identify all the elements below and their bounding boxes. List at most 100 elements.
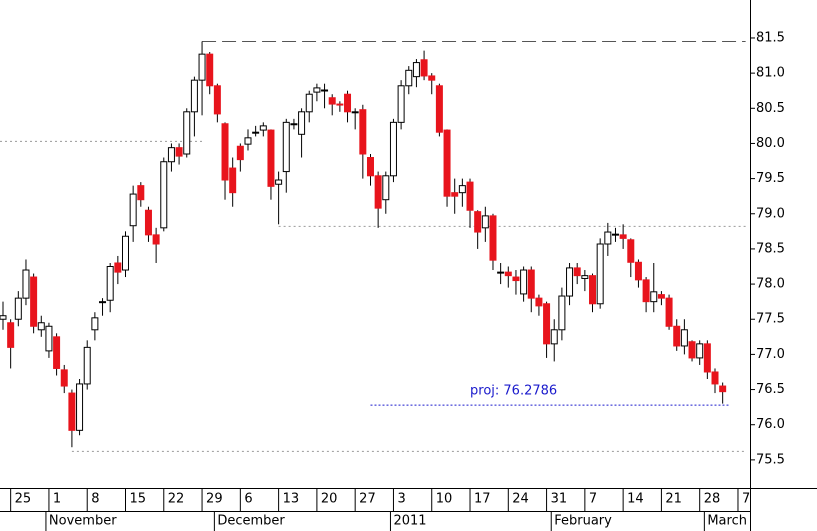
x-tick-label: 24 (512, 492, 529, 507)
candle-body (244, 137, 252, 145)
y-tick-label: 81.5 (756, 30, 785, 45)
candle-body (236, 145, 244, 161)
projection-label: proj: 76.2786 (470, 384, 557, 399)
candle-body (30, 276, 38, 327)
candle-body (22, 269, 30, 299)
candle-body (275, 179, 283, 185)
x-tick-label: 21 (665, 492, 682, 507)
candle-body (696, 343, 704, 359)
candle-body (611, 233, 619, 236)
x-tick-label: 14 (627, 492, 644, 507)
candle-body (604, 231, 612, 245)
y-tick-label: 80.5 (756, 101, 785, 116)
x-tick-label: 3 (397, 492, 405, 507)
month-label: February (554, 514, 612, 529)
month-label: November (49, 514, 117, 529)
candle-body (558, 295, 566, 331)
candle-body (535, 297, 543, 307)
x-tick-label: 15 (129, 492, 146, 507)
y-tick-label: 80.0 (756, 136, 785, 151)
x-tick-label: 7 (742, 492, 750, 507)
y-tick-label: 78.5 (756, 241, 785, 256)
candle-body (167, 147, 175, 163)
candle-body (344, 93, 352, 113)
candle-body (175, 147, 183, 157)
x-tick-label: 27 (359, 492, 376, 507)
candle-body (152, 234, 160, 245)
candle-body (596, 243, 604, 305)
y-tick-label: 79.5 (756, 171, 785, 186)
candle-body (351, 111, 359, 114)
candle-body (420, 59, 428, 77)
candle-body (474, 211, 482, 233)
candle-body (359, 109, 367, 155)
candle-body (121, 235, 129, 271)
candle-body (711, 371, 719, 385)
candle-body (129, 193, 137, 227)
candle-body (114, 262, 122, 273)
candle-body (543, 303, 551, 345)
candle-body (680, 329, 688, 347)
candle-body (206, 53, 214, 87)
y-tick-label: 77.5 (756, 312, 785, 327)
candle-body (397, 85, 405, 123)
candle-body (313, 87, 321, 93)
candle-body (497, 271, 505, 274)
x-tick-label: 29 (206, 492, 223, 507)
candle-body (719, 385, 727, 393)
candle-body (91, 317, 99, 331)
y-tick-label: 76.5 (756, 382, 785, 397)
candle-body (252, 131, 260, 134)
candle-body (267, 129, 275, 187)
month-label: 2011 (393, 514, 426, 529)
candle-body (673, 325, 681, 347)
candle-body (99, 301, 107, 304)
candle-body (305, 93, 313, 113)
candle-body (504, 271, 512, 277)
y-tick-label: 75.5 (756, 452, 785, 467)
candle-body (589, 275, 597, 305)
x-tick-label: 10 (436, 492, 453, 507)
x-tick-label: 22 (168, 492, 185, 507)
candle-body (282, 121, 290, 173)
x-tick-label: 28 (704, 492, 721, 507)
candle-body (83, 346, 91, 385)
candle-body (68, 392, 76, 431)
candle-body (259, 125, 267, 131)
candle-body (527, 269, 535, 299)
x-tick-label: 25 (15, 492, 32, 507)
candle-body (0, 315, 7, 320)
candle-body (198, 53, 206, 81)
candle-body (512, 276, 520, 282)
candle-body (412, 62, 420, 78)
x-tick-label: 20 (321, 492, 338, 507)
x-tick-label: 6 (244, 492, 252, 507)
candle-body (7, 322, 15, 348)
candle-body (37, 322, 45, 331)
x-tick-label: 1 (53, 492, 61, 507)
candle-body (619, 234, 627, 239)
candle-body (481, 215, 489, 229)
candle-body (451, 192, 459, 197)
candle-body (573, 267, 581, 277)
candle-body (328, 97, 336, 105)
candle-body (290, 123, 298, 126)
candle-body (650, 291, 658, 303)
candle-body (160, 161, 168, 229)
candle-body (229, 167, 237, 194)
candle-body (443, 129, 451, 197)
y-tick-label: 76.0 (756, 417, 785, 432)
candle-body (581, 275, 589, 279)
candle-body (405, 69, 413, 87)
candle-body (642, 279, 650, 303)
candle-body (489, 215, 497, 261)
month-label: March (707, 514, 747, 529)
candle-body (366, 157, 374, 177)
candle-body (665, 297, 673, 327)
candle-body (688, 341, 696, 359)
candle-body (634, 261, 642, 281)
candle-body (53, 336, 61, 369)
x-tick-label: 7 (589, 492, 597, 507)
candle-body (190, 79, 198, 113)
x-tick-label: 17 (474, 492, 491, 507)
